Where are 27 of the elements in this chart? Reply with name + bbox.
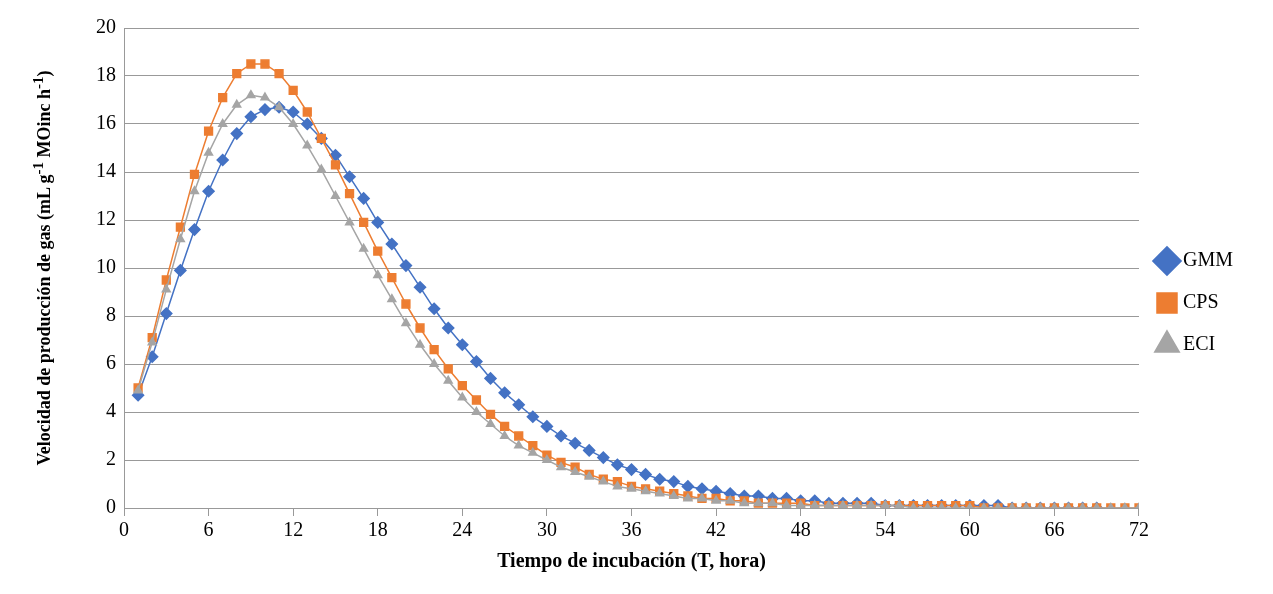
y-tick-label: 16 bbox=[96, 111, 116, 134]
x-tick-label: 24 bbox=[452, 518, 473, 541]
x-tick-label: 42 bbox=[706, 518, 727, 541]
y-tick-label: 10 bbox=[96, 255, 116, 278]
x-axis-title: Tiempo de incubación (T, hora) bbox=[497, 549, 766, 573]
legend-label: ECI bbox=[1182, 332, 1216, 355]
legend-label: GMM bbox=[1182, 248, 1234, 271]
y-tick-label: 6 bbox=[106, 351, 116, 374]
x-tick-label: 54 bbox=[875, 518, 896, 541]
x-tick-label: 30 bbox=[536, 518, 557, 541]
y-tick-label: 18 bbox=[96, 63, 116, 86]
y-tick-label: 14 bbox=[96, 159, 116, 182]
legend-label: CPS bbox=[1182, 290, 1219, 313]
y-tick-label: 8 bbox=[106, 303, 116, 326]
x-tick-label: 72 bbox=[1128, 518, 1149, 541]
x-tick-label: 36 bbox=[621, 518, 642, 541]
y-tick-label: 20 bbox=[96, 15, 116, 38]
y-tick-label: 4 bbox=[106, 399, 116, 422]
x-tick-label: 12 bbox=[283, 518, 304, 541]
y-tick-label: 0 bbox=[106, 495, 116, 518]
y-tick-label: 2 bbox=[106, 447, 116, 470]
x-tick-label: 6 bbox=[203, 518, 214, 541]
y-tick-label: 12 bbox=[96, 207, 116, 230]
x-tick-label: 60 bbox=[959, 518, 980, 541]
x-tick-label: 66 bbox=[1044, 518, 1065, 541]
x-tick-label: 18 bbox=[367, 518, 388, 541]
x-tick-label: 48 bbox=[790, 518, 811, 541]
